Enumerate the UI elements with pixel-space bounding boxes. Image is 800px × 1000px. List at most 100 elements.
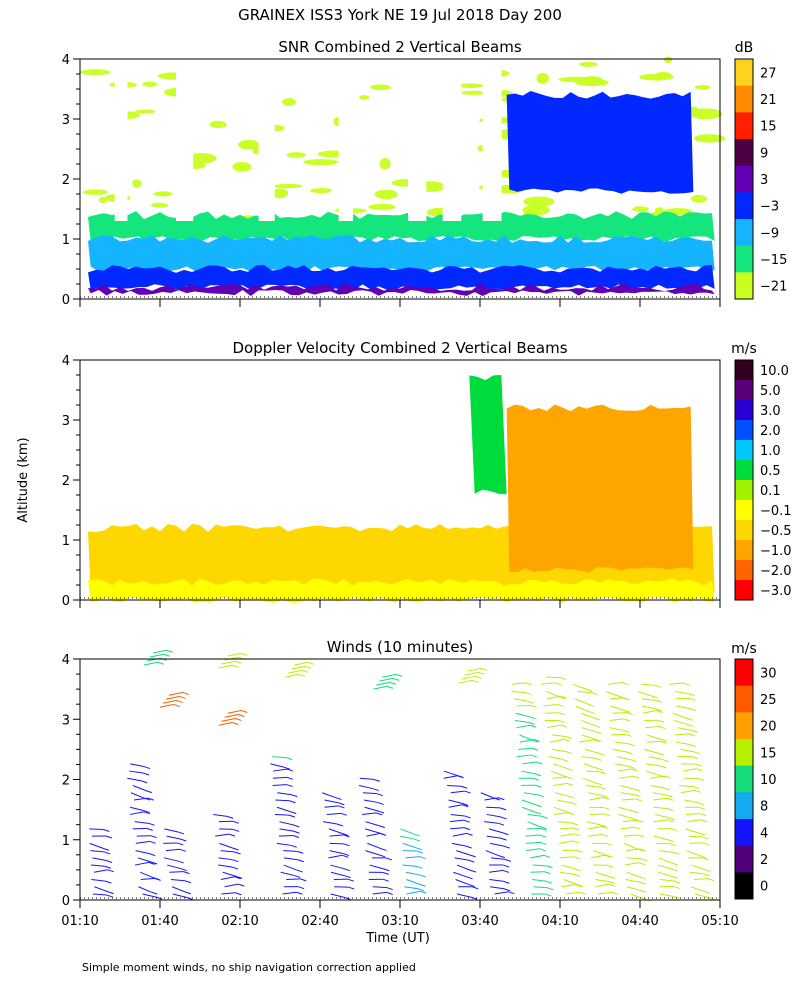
- wind-barb: [676, 705, 691, 710]
- wind-barb-flag: [338, 805, 345, 809]
- wind-barb-flag: [639, 848, 646, 852]
- colorbar-label: −3.0: [760, 584, 792, 599]
- y-tick-label: 2: [62, 173, 70, 188]
- wind-barb-flag: [372, 788, 379, 792]
- wind-barb-flag: [573, 827, 580, 831]
- wind-barb-flag: [640, 858, 648, 862]
- wind-barb-flag: [631, 810, 639, 814]
- wind-barb: [89, 842, 104, 849]
- colorbar-swatch: [735, 540, 753, 561]
- wind-barb-flag: [595, 757, 602, 761]
- wind-barb: [638, 691, 652, 697]
- wind-barb-flag: [475, 675, 482, 679]
- wind-barb: [618, 813, 632, 819]
- wind-barb: [684, 799, 699, 804]
- wind-barb-flag: [573, 873, 581, 877]
- wind-barb: [612, 748, 627, 753]
- wind-barb: [400, 828, 414, 835]
- wind-barb: [285, 673, 300, 678]
- wind-barb: [551, 734, 566, 737]
- wind-barb: [595, 871, 610, 878]
- wind-barb-flag: [566, 811, 574, 815]
- heatmap-band: [506, 91, 694, 194]
- wind-barb: [581, 719, 595, 727]
- colorbar-swatch: [735, 59, 753, 87]
- wind-barb-flag: [297, 850, 304, 854]
- winds-axes: 0 1 2 3 4 01:10 01:40 02:10 02:40 03:10 03:40 04:10…: [61, 653, 738, 929]
- wind-barb-flag: [231, 866, 239, 870]
- wind-barb-flag: [546, 865, 553, 869]
- wind-barb: [590, 854, 605, 859]
- wind-barb: [612, 711, 627, 714]
- wind-barb-flag: [179, 695, 186, 699]
- wind-barb-flag: [235, 892, 242, 896]
- wind-barb-flag: [184, 891, 192, 895]
- wind-barb-flag: [177, 831, 185, 835]
- heatmap-patch: [460, 90, 488, 95]
- wind-barb-flag: [671, 875, 678, 879]
- wind-barb: [549, 738, 564, 743]
- wind-barb: [213, 813, 228, 817]
- wind-barb-flag: [286, 784, 293, 788]
- wind-barb-flag: [634, 826, 641, 830]
- heatmap-patch: [558, 76, 594, 83]
- wind-barb-flag: [466, 832, 473, 836]
- wind-barb-flag: [466, 876, 473, 880]
- wind-barb-flag: [348, 886, 355, 890]
- wind-barb-flag: [574, 833, 581, 837]
- wind-barb-flag: [576, 884, 584, 888]
- wind-barb-flag: [534, 773, 542, 777]
- wind-barb: [554, 812, 569, 815]
- wind-barb-flag: [529, 724, 537, 728]
- colorbar-swatch: [735, 500, 753, 521]
- wind-barb-flag: [541, 815, 548, 819]
- colorbar-label: 3: [760, 173, 768, 188]
- wind-barb: [553, 806, 568, 813]
- wind-barb-flag: [639, 876, 647, 880]
- colorbar-label: 0.5: [760, 464, 781, 479]
- wind-barb-flag: [623, 718, 631, 722]
- wind-barb-flag: [657, 719, 665, 723]
- wind-barb-flag: [163, 653, 170, 657]
- heatmap-band: [506, 404, 694, 573]
- wind-barb-flag: [558, 720, 565, 724]
- wind-barb: [405, 871, 420, 876]
- heatmap-patch: [536, 72, 549, 84]
- wind-barb-flag: [563, 738, 570, 742]
- wind-barb-flag: [463, 819, 470, 823]
- wind-barb: [645, 770, 660, 776]
- wind-barb: [516, 754, 531, 758]
- heatmap-patch: [150, 202, 169, 208]
- wind-barb: [294, 661, 309, 666]
- wind-barb-flag: [304, 665, 312, 669]
- colorbar-swatch: [735, 420, 753, 441]
- y-tick-label: 4: [62, 354, 70, 369]
- wind-barb: [142, 893, 157, 898]
- wind-barb-flag: [532, 777, 540, 781]
- wind-barb: [620, 792, 635, 796]
- wind-barb: [286, 878, 301, 881]
- wind-barb: [553, 782, 568, 787]
- colorbar-label: −3: [760, 200, 779, 215]
- wind-barb: [560, 833, 575, 837]
- wind-barb-flag: [600, 824, 607, 828]
- wind-barb: [623, 842, 637, 850]
- wind-barb: [140, 871, 154, 879]
- wind-barb: [456, 864, 471, 871]
- wind-barb-flag: [568, 795, 575, 799]
- missing-gap: [338, 59, 354, 221]
- wind-barb-flag: [690, 708, 697, 712]
- wind-barb-flag: [691, 729, 698, 733]
- wind-barb: [288, 669, 303, 674]
- wind-barb-flag: [698, 806, 705, 810]
- colorbar-label: 2.0: [760, 424, 781, 439]
- wind-barb-flag: [143, 766, 151, 770]
- wind-barb: [486, 813, 501, 818]
- heatmap-patch: [209, 120, 227, 129]
- wind-barb-flag: [105, 835, 113, 839]
- wind-barb: [170, 879, 185, 882]
- wind-barb: [581, 734, 596, 740]
- wind-barb-flag: [386, 887, 393, 891]
- wind-barb: [484, 797, 499, 801]
